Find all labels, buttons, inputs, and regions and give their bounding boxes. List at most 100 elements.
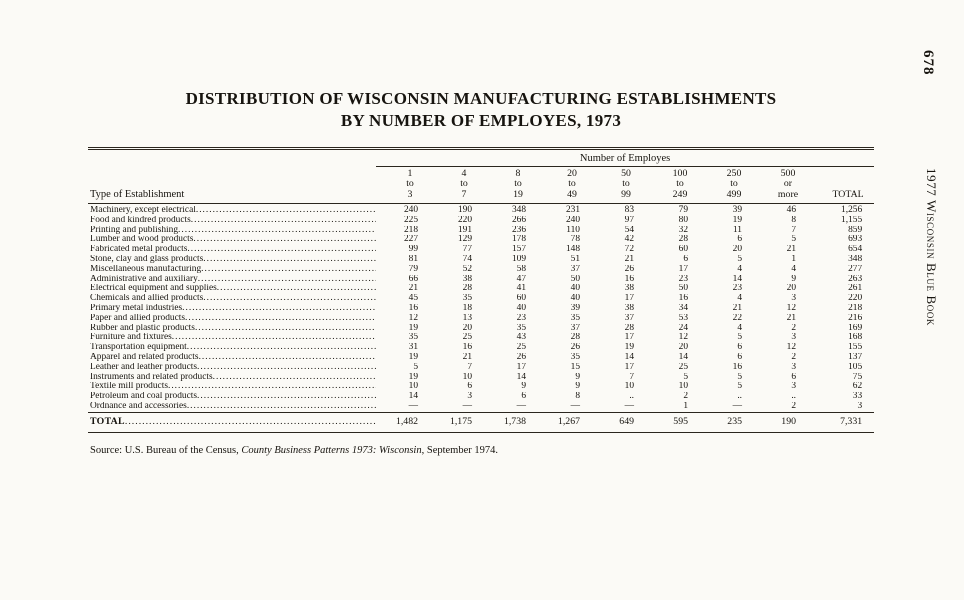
cell-value: 190 [754,411,808,433]
cell-value: 3 [791,294,796,304]
cell-value: 42 [624,235,634,245]
page-content: DISTRIBUTION OF WISCONSIN MANUFACTURING … [88,88,875,456]
table-row: Stone, clay and glass products8174109512… [88,255,874,265]
cell-value: 26 [570,343,580,353]
leader-dots [213,373,376,383]
cell-value: 105 [848,362,863,372]
leader-dots [191,216,376,226]
cell-value: 14 [516,372,526,382]
cell-value: 17 [624,362,634,372]
cell-value: 79 [408,264,418,274]
cell-value: 20 [462,323,472,333]
cell-value: 240 [403,205,418,215]
cell-value: 35 [570,313,580,323]
leader-dots [193,235,376,245]
cell-value: 235 [700,411,754,433]
row-label: Furniture and fixtures [88,333,376,343]
cell-value: 19 [624,343,634,353]
table-row: Food and kindred products 225 220 266 240 97 8… [88,216,874,226]
cell-value: 129 [457,235,472,245]
cell-value: — [516,401,526,411]
cell-value: 21 [786,245,796,255]
row-label: Textile mill products [88,382,376,392]
cell-value: 35 [516,323,526,333]
cell-value: 26 [624,264,634,274]
cell-value: 50 [570,274,580,284]
row-label: Instruments and related products [88,373,376,383]
table-row: Ordnance and accessories — — — — — 1 — 2 3 [88,402,874,412]
page-title: DISTRIBUTION OF WISCONSIN MANUFACTURING … [88,88,874,132]
cell-value: 58 [516,264,526,274]
cell-value: 137 [848,352,863,362]
leader-dots [196,206,376,216]
column-header-6: 100 to 249 [646,166,700,204]
cell-value: 16 [462,343,472,353]
cell-value: — [570,401,580,411]
leader-dots [178,226,376,236]
cell-value: 5 [737,333,742,343]
row-label: Electrical equipment and supplies [88,284,376,294]
cell-value: 6 [737,235,742,245]
group-header-row: Number of Employes [88,149,875,167]
table-row: Petroleum and coal products 14 3 6 8.. 2.... 3… [88,392,874,402]
cell-value: 236 [511,225,526,235]
cell-value: 60 [678,245,688,255]
cell-value: 25 [678,362,688,372]
row-label: Stone, clay and glass products [88,255,376,265]
cell-value: 9 [521,382,526,392]
cell-value: 52 [462,264,472,274]
cell-value: 7 [467,362,472,372]
cell-value: 38 [624,303,634,313]
cell-value: 37 [624,313,634,323]
row-label: Administrative and auxiliary [88,275,376,285]
table-row: Machinery, except electrical 240 190 348 231… [88,204,874,216]
title-line-1: DISTRIBUTION OF WISCONSIN MANUFACTURING … [185,89,777,108]
leader-dots [197,392,376,402]
column-header-2: 4 to 7 [430,166,484,204]
cell-value: 5 [737,382,742,392]
cell-value: 7 [791,225,796,235]
cell-value: 38 [462,274,472,284]
cell-value: 1,267 [538,411,592,433]
cell-value: 75 [852,372,863,382]
total-row-label: TOTAL [88,411,376,433]
cell-value: 190 [457,205,472,215]
table-row: Paper and allied products 12 13 23 35 37 53 22 2… [88,314,874,324]
cell-value: 6 [737,343,742,353]
cell-value: .. [737,392,742,402]
leader-dots [201,265,376,275]
cell-value: 79 [678,205,688,215]
cell-value: 39 [570,303,580,313]
column-header-total: TOTAL [808,166,875,204]
cell-value: 72 [624,245,634,255]
cell-value: 25 [462,333,472,343]
cell-value: 110 [566,225,580,235]
leader-dots [187,343,376,353]
cell-value: 10 [678,382,688,392]
column-header-8: 500 or more [754,166,808,204]
cell-value: 12 [678,333,688,343]
cell-value: 4 [737,264,742,274]
cell-value: 38 [624,284,634,294]
cell-value: 19 [732,215,742,225]
cell-value: 12 [786,343,796,353]
cell-value: 191 [457,225,472,235]
cell-value: 7 [629,372,634,382]
cell-value: 109 [511,254,526,264]
cell-value: 12 [786,303,796,313]
cell-value: 81 [408,254,418,264]
cell-value: 14 [408,392,418,402]
row-label: Fabricated metal products [88,245,376,255]
cell-value: 11 [732,225,742,235]
cell-value: 18 [462,303,472,313]
cell-value: 1,175 [430,411,484,433]
table-row: Instruments and related products 19 10 14 9 7… [88,373,874,383]
row-label: Primary metal industries [88,304,376,314]
column-header-5: 50 to 99 [592,166,646,204]
book-title-sidebar: 1977 Wisconsin Blue Book [924,168,939,327]
cell-value: 1 [683,401,688,411]
cell-value: 20 [732,245,742,255]
leader-dots [203,294,376,304]
cell-value: 14 [624,352,634,362]
